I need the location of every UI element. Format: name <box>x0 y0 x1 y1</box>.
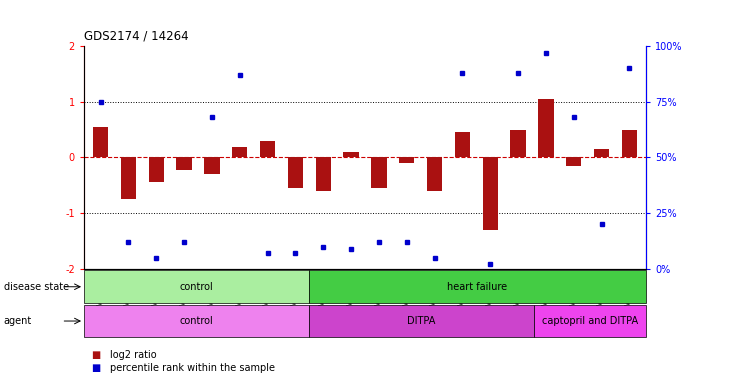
Bar <box>538 99 553 157</box>
Bar <box>204 157 220 174</box>
Bar <box>260 141 275 157</box>
Text: control: control <box>180 316 213 326</box>
Bar <box>427 157 442 191</box>
Bar <box>372 157 387 188</box>
Bar <box>84 270 309 303</box>
Bar <box>343 152 358 157</box>
Bar <box>455 132 470 157</box>
Bar <box>232 147 247 157</box>
Text: ■: ■ <box>91 349 101 360</box>
Bar <box>566 157 581 166</box>
Bar <box>121 157 136 199</box>
Text: ■: ■ <box>91 363 101 373</box>
Bar <box>93 127 108 157</box>
Bar <box>309 270 646 303</box>
Text: DITPA: DITPA <box>407 316 435 326</box>
Text: captopril and DITPA: captopril and DITPA <box>542 316 638 326</box>
Bar <box>483 157 498 230</box>
Bar <box>177 157 192 170</box>
Text: disease state: disease state <box>4 282 69 292</box>
Bar <box>534 305 646 338</box>
Text: percentile rank within the sample: percentile rank within the sample <box>110 363 274 373</box>
Bar <box>315 157 331 191</box>
Bar <box>399 157 415 163</box>
Bar <box>622 130 637 157</box>
Text: control: control <box>180 282 213 292</box>
Bar <box>84 305 309 338</box>
Text: log2 ratio: log2 ratio <box>110 349 156 360</box>
Bar <box>149 157 164 182</box>
Bar <box>594 149 609 157</box>
Text: heart failure: heart failure <box>447 282 507 292</box>
Text: GDS2174 / 14264: GDS2174 / 14264 <box>84 29 188 42</box>
Text: agent: agent <box>4 316 32 326</box>
Bar <box>288 157 303 188</box>
Bar <box>510 130 526 157</box>
Bar <box>309 305 534 338</box>
